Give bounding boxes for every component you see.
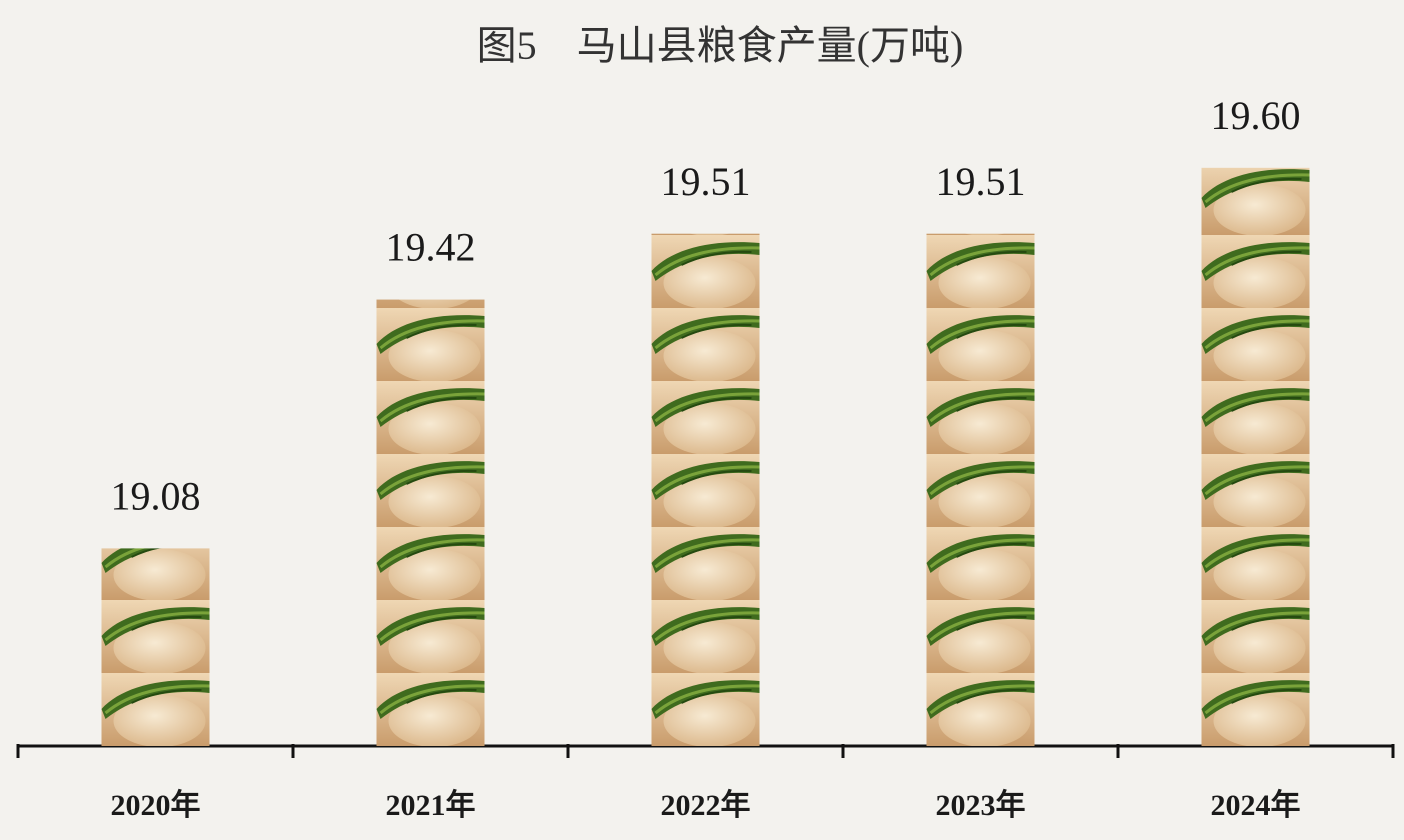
value-label: 19.51 [936, 159, 1026, 204]
value-label: 19.42 [386, 225, 476, 270]
value-label: 19.60 [1211, 93, 1301, 138]
x-tick-label: 2024年 [1211, 789, 1301, 822]
x-tick-label: 2020年 [111, 789, 201, 822]
value-label: 19.51 [661, 159, 751, 204]
x-tick-label: 2021年 [386, 789, 476, 822]
bar [926, 233, 1035, 746]
x-tick-label: 2022年 [661, 789, 751, 822]
bar [651, 233, 760, 746]
chart-title: 图5 马山县粮食产量(万吨) [477, 23, 964, 68]
bar [1201, 167, 1310, 747]
bar [376, 299, 485, 746]
value-label: 19.08 [111, 474, 201, 519]
bar [101, 548, 210, 746]
x-tick-label: 2023年 [936, 789, 1026, 822]
